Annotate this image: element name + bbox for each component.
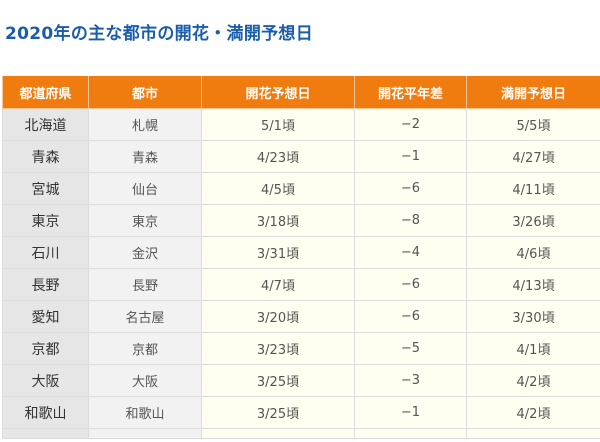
cell-prefecture — [2, 428, 89, 439]
cell-full-bloom-date — [466, 428, 600, 439]
header-bloom-diff: 開花平年差 — [354, 76, 467, 109]
cell-bloom-date: 3/25頃 — [201, 396, 355, 429]
page-title: 2020年の主な都市の開花・満開予想日 — [5, 24, 314, 44]
header-bloom-date: 開花予想日 — [201, 76, 355, 109]
cell-prefecture: 青森 — [2, 140, 89, 173]
cell-full-bloom-date: 3/30頃 — [466, 300, 600, 333]
table-row: 石川 金沢 3/31頃 −4 4/6頃 — [2, 236, 600, 269]
table-row: 愛知 名古屋 3/20頃 −6 3/30頃 — [2, 300, 600, 333]
cell-city: 大阪 — [88, 364, 202, 397]
cell-full-bloom-date: 3/26頃 — [466, 204, 600, 237]
cell-full-bloom-date: 4/11頃 — [466, 172, 600, 205]
cell-prefecture: 東京 — [2, 204, 89, 237]
cell-city: 長野 — [88, 268, 202, 301]
cell-bloom-diff: −3 — [354, 364, 467, 397]
table-row: 長野 長野 4/7頃 −6 4/13頃 — [2, 268, 600, 301]
cell-city: 札幌 — [88, 108, 202, 141]
cell-city — [88, 428, 202, 439]
header-full-bloom-date: 満開予想日 — [466, 76, 600, 109]
table-row: 大阪 大阪 3/25頃 −3 4/2頃 — [2, 364, 600, 397]
table-row: 和歌山 和歌山 3/25頃 −1 4/2頃 — [2, 396, 600, 429]
cell-bloom-diff — [354, 428, 467, 439]
cell-bloom-date: 3/18頃 — [201, 204, 355, 237]
cell-bloom-diff: −6 — [354, 268, 467, 301]
cell-bloom-date: 4/23頃 — [201, 140, 355, 173]
cell-bloom-diff: −5 — [354, 332, 467, 365]
cell-bloom-diff: −6 — [354, 172, 467, 205]
cell-city: 名古屋 — [88, 300, 202, 333]
cell-prefecture: 愛知 — [2, 300, 89, 333]
cell-bloom-diff: −8 — [354, 204, 467, 237]
header-city: 都市 — [88, 76, 202, 109]
table-row: 京都 京都 3/23頃 −5 4/1頃 — [2, 332, 600, 365]
cell-bloom-date: 3/25頃 — [201, 364, 355, 397]
cell-bloom-date: 3/23頃 — [201, 332, 355, 365]
cell-prefecture: 長野 — [2, 268, 89, 301]
table-row-partial — [2, 428, 600, 439]
table-row: 宮城 仙台 4/5頃 −6 4/11頃 — [2, 172, 600, 205]
cell-prefecture: 和歌山 — [2, 396, 89, 429]
cell-bloom-date: 4/5頃 — [201, 172, 355, 205]
cell-prefecture: 大阪 — [2, 364, 89, 397]
cell-full-bloom-date: 4/1頃 — [466, 332, 600, 365]
sakura-forecast-table: 都道府県 都市 開花予想日 開花平年差 満開予想日 北海道 札幌 5/1頃 −2… — [2, 76, 600, 439]
header-prefecture: 都道府県 — [2, 76, 89, 109]
cell-bloom-date — [201, 428, 355, 439]
cell-full-bloom-date: 4/27頃 — [466, 140, 600, 173]
cell-full-bloom-date: 4/13頃 — [466, 268, 600, 301]
cell-city: 青森 — [88, 140, 202, 173]
cell-city: 京都 — [88, 332, 202, 365]
table-body: 北海道 札幌 5/1頃 −2 5/5頃 青森 青森 4/23頃 −1 4/27頃… — [2, 108, 600, 439]
cell-bloom-date: 3/31頃 — [201, 236, 355, 269]
cell-full-bloom-date: 5/5頃 — [466, 108, 600, 141]
table-row: 北海道 札幌 5/1頃 −2 5/5頃 — [2, 108, 600, 141]
cell-bloom-diff: −1 — [354, 396, 467, 429]
cell-prefecture: 京都 — [2, 332, 89, 365]
cell-city: 東京 — [88, 204, 202, 237]
table-row: 青森 青森 4/23頃 −1 4/27頃 — [2, 140, 600, 173]
cell-bloom-diff: −2 — [354, 108, 467, 141]
cell-full-bloom-date: 4/6頃 — [466, 236, 600, 269]
cell-prefecture: 宮城 — [2, 172, 89, 205]
forecast-table-container: 都道府県 都市 開花予想日 開花平年差 満開予想日 北海道 札幌 5/1頃 −2… — [2, 76, 600, 439]
cell-full-bloom-date: 4/2頃 — [466, 396, 600, 429]
cell-bloom-date: 3/20頃 — [201, 300, 355, 333]
cell-full-bloom-date: 4/2頃 — [466, 364, 600, 397]
cell-prefecture: 北海道 — [2, 108, 89, 141]
cell-bloom-diff: −4 — [354, 236, 467, 269]
table-header-row: 都道府県 都市 開花予想日 開花平年差 満開予想日 — [2, 76, 600, 109]
cell-bloom-date: 4/7頃 — [201, 268, 355, 301]
cell-bloom-date: 5/1頃 — [201, 108, 355, 141]
cell-bloom-diff: −6 — [354, 300, 467, 333]
cell-city: 金沢 — [88, 236, 202, 269]
cell-city: 和歌山 — [88, 396, 202, 429]
cell-city: 仙台 — [88, 172, 202, 205]
table-row: 東京 東京 3/18頃 −8 3/26頃 — [2, 204, 600, 237]
cell-bloom-diff: −1 — [354, 140, 467, 173]
cell-prefecture: 石川 — [2, 236, 89, 269]
